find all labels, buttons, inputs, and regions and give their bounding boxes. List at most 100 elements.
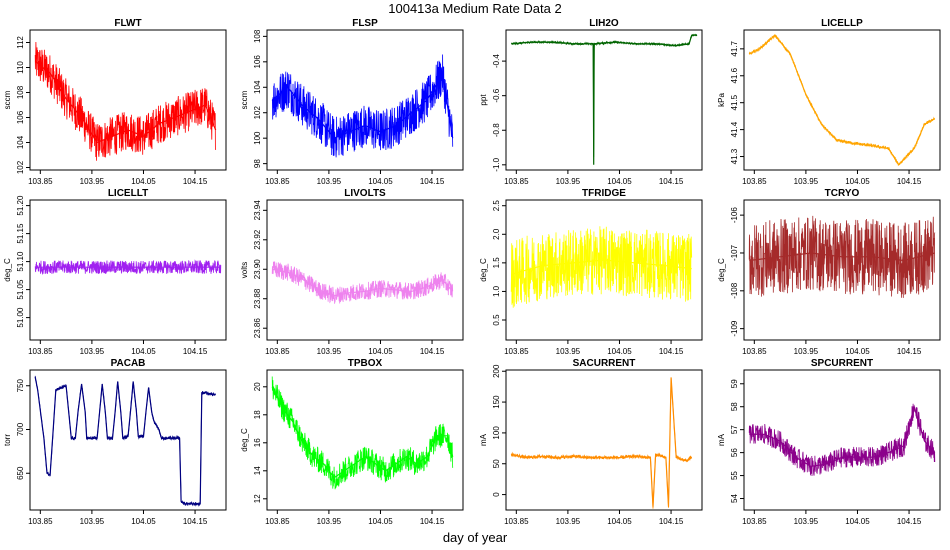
x-tick-label: 103.85 [28,177,53,186]
series-trace [510,226,693,308]
y-tick-label: -108 [730,282,739,299]
panel-title: LICELLT [108,188,148,199]
series-line [34,60,217,144]
x-tick-label: 104.15 [183,347,208,356]
x-tick-label: 103.95 [80,177,105,186]
series-line [511,377,693,507]
x-tick-label: 104.15 [420,347,445,356]
panel-title: TFRIDGE [582,188,626,199]
y-axis-label: deg_C [479,258,488,282]
y-axis-label: deg_C [3,258,12,282]
y-tick-label: -107 [730,244,739,261]
y-tick-label: 20 [253,382,262,391]
y-tick-label: 51.10 [16,251,25,272]
y-tick-label: 18 [253,410,262,419]
y-tick-label: 57 [730,425,739,434]
panel-livolts: LIVOLTS volts 103.85 103.95 104.05 104.15 23.8… [240,188,464,356]
plot-frame [266,199,464,341]
x-tick-label: 104.15 [183,177,208,186]
y-tick-label: 750 [16,379,25,393]
y-tick-label: 200 [492,364,501,378]
y-axis-label: torr [3,434,12,446]
y-tick-label: 106 [253,55,262,69]
y-tick-label: 106 [16,110,25,124]
panel-title: TCRYO [825,188,860,199]
x-tick-label: 104.05 [845,177,870,186]
x-tick-label: 103.95 [556,517,581,526]
y-axis-label: mA [717,433,726,446]
series-trace [271,54,454,158]
y-tick-label: 41.3 [730,148,739,164]
x-tick-label: 104.05 [607,177,632,186]
y-axis-label: ppt [479,94,488,106]
y-tick-label: 110 [16,61,25,74]
x-tick-label: 104.15 [659,347,684,356]
y-tick-label: 50 [492,459,501,468]
series-line [272,268,454,297]
x-tick-label: 103.95 [794,347,819,356]
x-tick-label: 104.15 [897,177,922,186]
y-tick-label: 700 [16,422,25,436]
y-tick-label: 104 [16,135,25,149]
panel-pacab: PACAB torr 103.85 103.95 104.05 104.15 650 700 7… [3,358,227,526]
y-tick-label: 41.6 [730,67,739,83]
x-tick-label: 104.05 [131,177,156,186]
y-axis-label: volts [240,262,249,278]
x-tick-label: 103.95 [794,177,819,186]
x-tick-label: 104.15 [897,517,922,526]
series-line [749,404,936,468]
x-tick-label: 103.95 [80,347,105,356]
x-tick-label: 104.15 [659,177,684,186]
y-tick-label: -0.4 [492,54,501,68]
panel-tcryo: TCRYO deg_C 103.85 103.95 104.05 104.15 -109 -1… [717,188,941,356]
y-tick-label: 23.92 [253,229,262,250]
x-tick-label: 103.85 [742,517,767,526]
y-tick-label: 150 [492,395,501,409]
series-trace [748,34,936,166]
panel-title: FLSP [352,18,378,29]
x-tick-label: 104.15 [420,177,445,186]
y-tick-label: 41.4 [730,121,739,137]
x-tick-label: 104.15 [897,347,922,356]
x-tick-label: 103.85 [742,177,767,186]
y-tick-label: 650 [16,466,25,480]
series-trace [34,259,222,276]
panel-title: LIVOLTS [344,188,386,199]
x-tick-label: 103.85 [265,177,290,186]
plot-frame [29,199,227,341]
x-tick-label: 103.85 [504,517,529,526]
series-line [511,34,697,165]
y-tick-label: 23.86 [253,318,262,339]
plot-frame [505,199,703,341]
y-tick-label: 56 [730,448,739,457]
panel-licellp: LICELLP kPa 103.85 103.95 104.05 104.15 41.3 41… [717,18,941,186]
y-axis-label: kPa [717,93,726,107]
panel-flsp: FLSP sccm 103.85 103.95 104.05 104.15 98 100 102… [240,18,464,186]
plot-frame [29,29,227,171]
panel-sacurrent: SACURRENT mA 103.85 103.95 104.05 104.15 0 50 10… [479,358,703,526]
x-tick-label: 104.15 [659,517,684,526]
y-tick-label: 0.5 [492,314,501,326]
x-tick-label: 104.05 [368,347,393,356]
series-trace [511,33,698,158]
series-line [511,259,692,275]
x-tick-label: 104.05 [131,517,156,526]
y-tick-label: -0.6 [492,88,501,102]
y-tick-label: -0.8 [492,123,501,137]
y-tick-label: 98 [253,159,262,168]
x-tick-label: 103.85 [265,347,290,356]
series-trace [34,41,217,161]
y-tick-label: 2.0 [492,228,501,240]
panel-tpbox: TPBOX deg_C 103.85 103.95 104.05 104.15 12 14 16… [240,358,464,526]
x-tick-label: 104.05 [607,517,632,526]
y-axis-label: sccm [240,90,249,109]
y-tick-label: 14 [253,466,262,475]
series-line [749,252,935,262]
x-tick-label: 104.15 [183,517,208,526]
plot-frame [29,369,227,511]
x-tick-label: 103.85 [28,517,53,526]
x-tick-label: 103.95 [556,347,581,356]
x-tick-label: 104.05 [368,517,393,526]
y-tick-label: 100 [253,131,262,145]
